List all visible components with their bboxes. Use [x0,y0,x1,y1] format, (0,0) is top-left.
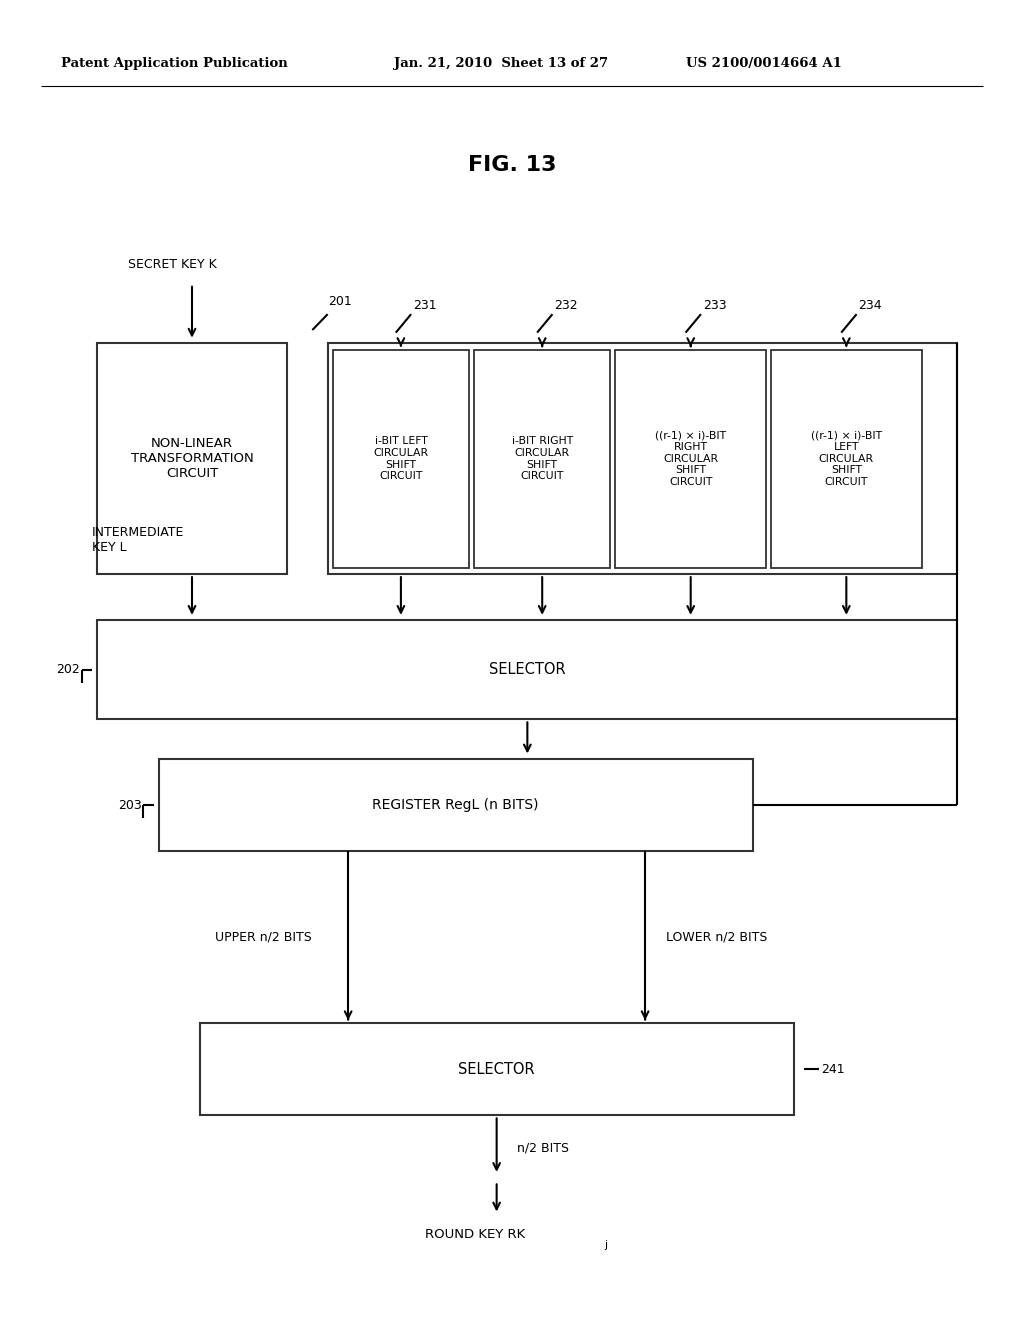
Text: j: j [604,1239,607,1250]
Bar [333,350,469,568]
Text: LOWER n/2 BITS: LOWER n/2 BITS [666,931,767,944]
Text: ((r-1) × i)-BIT
RIGHT
CIRCULAR
SHIFT
CIRCUIT: ((r-1) × i)-BIT RIGHT CIRCULAR SHIFT CIR… [655,430,726,487]
Text: 202: 202 [56,664,80,676]
Text: REGISTER RegL (n BITS): REGISTER RegL (n BITS) [373,799,539,812]
Text: ((r-1) × i)-BIT
LEFT
CIRCULAR
SHIFT
CIRCUIT: ((r-1) × i)-BIT LEFT CIRCULAR SHIFT CIRC… [811,430,882,487]
Bar [159,759,753,851]
Text: 233: 233 [703,298,727,312]
Text: US 2100/0014664 A1: US 2100/0014664 A1 [686,57,842,70]
Text: Jan. 21, 2010  Sheet 13 of 27: Jan. 21, 2010 Sheet 13 of 27 [394,57,608,70]
Text: SECRET KEY K: SECRET KEY K [128,257,217,271]
Text: INTERMEDIATE
KEY L: INTERMEDIATE KEY L [92,527,184,554]
Text: i-BIT RIGHT
CIRCULAR
SHIFT
CIRCUIT: i-BIT RIGHT CIRCULAR SHIFT CIRCUIT [512,437,572,480]
Text: SELECTOR: SELECTOR [459,1061,535,1077]
Bar [97,343,287,574]
Text: 201: 201 [328,294,351,308]
Bar [200,1023,794,1115]
Text: FIG. 13: FIG. 13 [468,154,556,176]
Text: NON-LINEAR
TRANSFORMATION
CIRCUIT: NON-LINEAR TRANSFORMATION CIRCUIT [131,437,253,480]
Text: SELECTOR: SELECTOR [489,663,565,677]
Text: ROUND KEY RK: ROUND KEY RK [425,1228,525,1241]
Text: i-BIT LEFT
CIRCULAR
SHIFT
CIRCUIT: i-BIT LEFT CIRCULAR SHIFT CIRCUIT [374,437,428,480]
Text: 234: 234 [859,298,883,312]
Text: 203: 203 [118,799,141,812]
Text: 231: 231 [414,298,437,312]
Bar [771,350,922,568]
Bar [328,343,957,574]
Text: Patent Application Publication: Patent Application Publication [61,57,288,70]
Text: 241: 241 [821,1063,845,1076]
Bar [97,620,957,719]
Bar [615,350,766,568]
Text: UPPER n/2 BITS: UPPER n/2 BITS [215,931,311,944]
Text: n/2 BITS: n/2 BITS [517,1142,569,1155]
Bar [474,350,610,568]
Text: 232: 232 [555,298,579,312]
